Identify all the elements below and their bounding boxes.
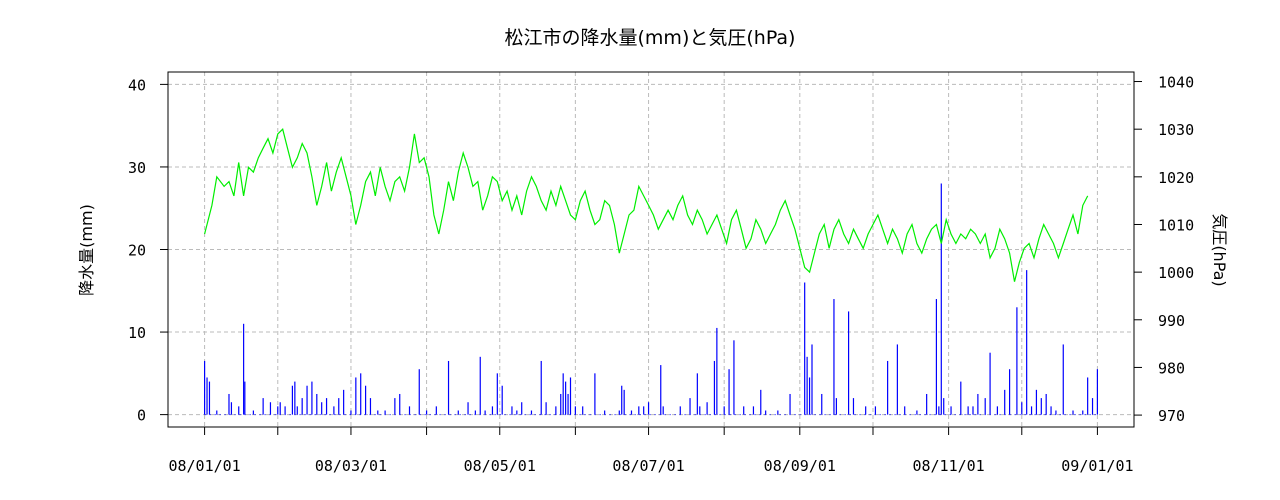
x-tick-label: 08/11/01 [912, 457, 984, 475]
right-tick-label: 1000 [1158, 264, 1194, 282]
right-tick-label: 1010 [1158, 216, 1194, 234]
left-tick-label: 20 [128, 242, 146, 260]
left-axis-title: 降水量(mm) [77, 204, 96, 296]
x-tick-label: 08/05/01 [464, 457, 536, 475]
x-tick-label: 08/03/01 [315, 457, 387, 475]
x-tick-label: 08/09/01 [764, 457, 836, 475]
precipitation-bars [203, 183, 1099, 416]
pressure-line [204, 128, 1089, 282]
left-tick-label: 30 [128, 159, 146, 177]
x-tick-label: 09/01/01 [1061, 457, 1133, 475]
pressure-line-group [204, 128, 1089, 282]
x-axis: 08/01/01 08/03/01 08/05/01 08/07/01 08/09/01… [168, 427, 1134, 475]
right-axis: 970 980 990 1000 1010 1020 1030 1040 [1134, 74, 1194, 425]
right-tick-label: 1020 [1158, 169, 1194, 187]
x-tick-label: 08/07/01 [612, 457, 684, 475]
right-tick-label: 980 [1158, 359, 1185, 377]
left-tick-label: 40 [128, 76, 146, 94]
right-tick-label: 970 [1158, 407, 1185, 425]
right-tick-label: 1030 [1158, 121, 1194, 139]
left-tick-label: 10 [128, 324, 146, 342]
right-axis-title: 気圧(hPa) [1210, 213, 1229, 286]
x-tick-label: 08/01/01 [168, 457, 240, 475]
chart-title: 松江市の降水量(mm)と気圧(hPa) [505, 27, 796, 49]
grid [168, 72, 1134, 427]
right-tick-label: 1040 [1158, 74, 1194, 92]
left-tick-label: 0 [137, 407, 146, 425]
left-axis: 0 10 20 30 40 [128, 76, 168, 425]
right-tick-label: 990 [1158, 312, 1185, 330]
